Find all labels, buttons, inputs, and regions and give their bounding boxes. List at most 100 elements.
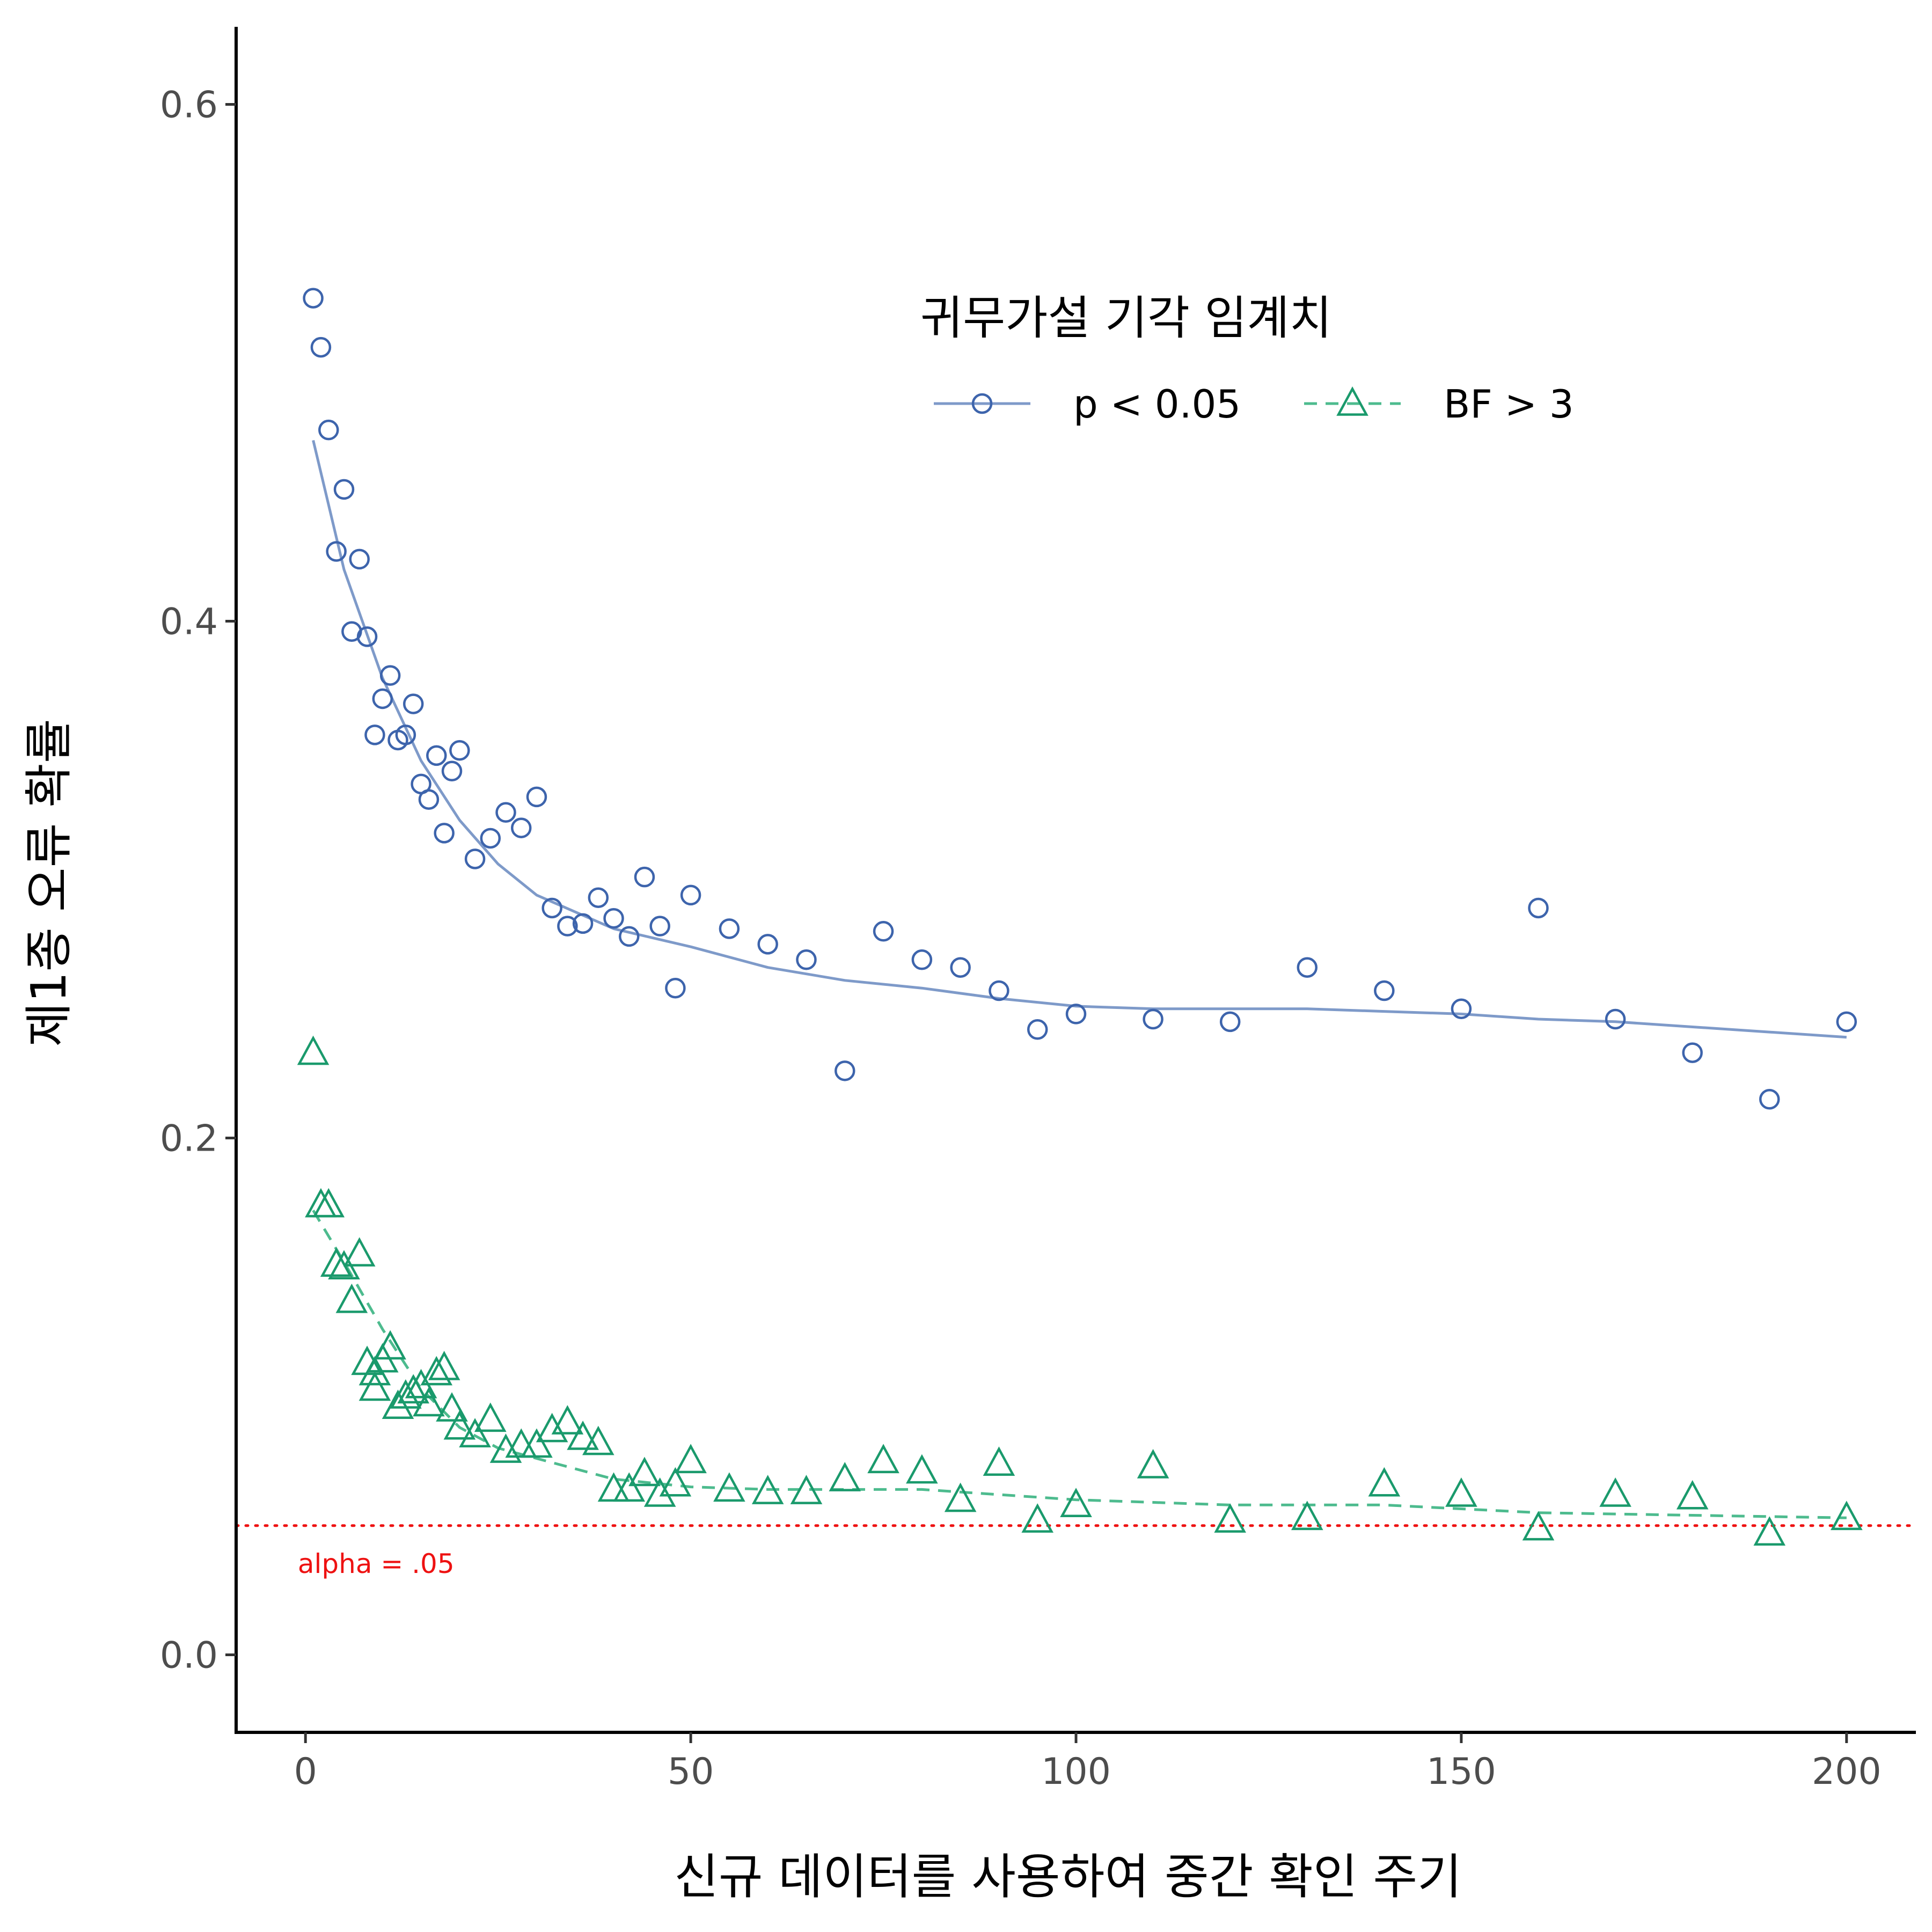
data-point-circle (1374, 980, 1395, 1001)
data-point-triangle (643, 1477, 676, 1507)
data-point-circle (950, 957, 971, 978)
data-point-circle (441, 760, 463, 782)
data-point-circle (372, 688, 393, 709)
data-point-circle (1836, 1011, 1857, 1033)
data-point-circle (364, 724, 385, 745)
data-point-circle (719, 918, 740, 939)
y-axis-title: 제1종 오류 확률 (21, 719, 77, 1046)
points-group (297, 288, 1863, 1546)
data-point-circle (796, 949, 817, 970)
data-point-circle (310, 336, 332, 358)
data-point-circle (1682, 1042, 1703, 1063)
axes-group: 0 50 100 150 200 0.0 0.2 0.4 0.6 (160, 27, 1916, 1793)
fit-line-series-1 (312, 440, 1847, 1039)
legend-title: 귀무가설 기각 임계치 (920, 291, 1332, 345)
data-point-circle (495, 802, 516, 823)
data-point-circle (588, 887, 609, 908)
data-point-circle (989, 980, 1009, 1001)
data-point-circle (326, 541, 347, 562)
data-point-triangle (597, 1472, 630, 1502)
data-point-circle (680, 884, 701, 906)
data-point-triangle (459, 1418, 491, 1447)
y-tick-label: 0.2 (160, 1118, 218, 1160)
data-point-triangle (521, 1428, 553, 1458)
y-tick-label: 0.4 (160, 601, 218, 643)
data-point-triangle (443, 1410, 476, 1440)
data-point-circle (426, 745, 447, 766)
data-point-triangle (413, 1387, 445, 1417)
data-point-circle (418, 789, 440, 810)
data-point-circle (618, 926, 640, 947)
data-point-triangle (1021, 1503, 1053, 1533)
data-point-triangle (1445, 1477, 1477, 1507)
data-point-triangle (428, 1351, 460, 1380)
data-point-circle (1065, 1004, 1087, 1024)
data-point-triangle (1291, 1501, 1323, 1531)
data-point-triangle (335, 1283, 368, 1313)
data-point-triangle (867, 1444, 899, 1474)
legend-key-triangle (1336, 386, 1368, 416)
data-point-triangle (405, 1368, 437, 1399)
data-point-triangle (983, 1446, 1015, 1476)
data-point-circle (449, 740, 470, 761)
data-point-circle (480, 828, 501, 849)
data-point-triangle (1830, 1501, 1863, 1531)
data-point-triangle (713, 1472, 745, 1502)
data-point-circle (387, 729, 408, 751)
alpha-reference-label: alpha = .05 (298, 1548, 455, 1579)
data-point-triangle (944, 1482, 977, 1512)
data-point-triangle (659, 1467, 692, 1497)
data-point-circle (572, 913, 594, 934)
legend-key-circle (971, 393, 993, 414)
data-point-triangle (1599, 1477, 1631, 1507)
data-point-circle (1143, 1008, 1163, 1030)
data-point-triangle (320, 1247, 353, 1277)
reference-line-group: alpha = .05 (235, 1524, 1918, 1579)
data-point-circle (757, 934, 778, 955)
data-point-circle (510, 817, 532, 838)
data-point-triangle (567, 1421, 599, 1450)
data-point-circle (526, 786, 547, 808)
fit-lines-group (312, 440, 1847, 1519)
data-point-circle (402, 693, 424, 714)
data-point-triangle (1060, 1488, 1092, 1517)
fit-line-series-2 (312, 1210, 1847, 1519)
data-point-circle (318, 419, 339, 441)
data-point-circle (603, 908, 624, 929)
data-point-circle (911, 949, 933, 970)
data-point-triangle (420, 1356, 453, 1386)
data-point-circle (649, 916, 670, 936)
y-tick-label: 0.0 (160, 1635, 218, 1677)
data-point-triangle (505, 1428, 538, 1458)
data-point-triangle (1753, 1516, 1785, 1546)
y-tick-label: 0.6 (160, 84, 218, 126)
data-point-triangle (343, 1237, 376, 1267)
data-point-circle (356, 626, 378, 647)
data-point-triangle (551, 1405, 584, 1435)
x-tick-label: 50 (668, 1751, 714, 1793)
data-point-circle (665, 977, 686, 999)
data-point-circle (333, 479, 355, 500)
data-point-circle (557, 916, 578, 936)
x-tick-label: 200 (1812, 1751, 1882, 1793)
data-point-triangle (1214, 1503, 1246, 1533)
data-point-triangle (829, 1462, 861, 1491)
data-point-triangle (675, 1444, 707, 1474)
data-point-triangle (1137, 1449, 1169, 1479)
data-point-triangle (397, 1374, 430, 1404)
data-point-triangle (628, 1457, 661, 1487)
data-point-circle (464, 848, 486, 869)
data-point-circle (1027, 1019, 1048, 1040)
data-point-circle (1297, 957, 1318, 978)
legend-label-2: BF > 3 (1444, 382, 1574, 427)
data-point-circle (349, 548, 370, 570)
data-point-triangle (474, 1402, 507, 1432)
x-tick-label: 100 (1041, 1751, 1111, 1793)
data-point-triangle (358, 1356, 391, 1386)
data-point-circle (1605, 1008, 1626, 1030)
legend: 귀무가설 기각 임계치 p < 0.05 BF > 3 (920, 291, 1574, 427)
data-point-triangle (312, 1188, 345, 1218)
